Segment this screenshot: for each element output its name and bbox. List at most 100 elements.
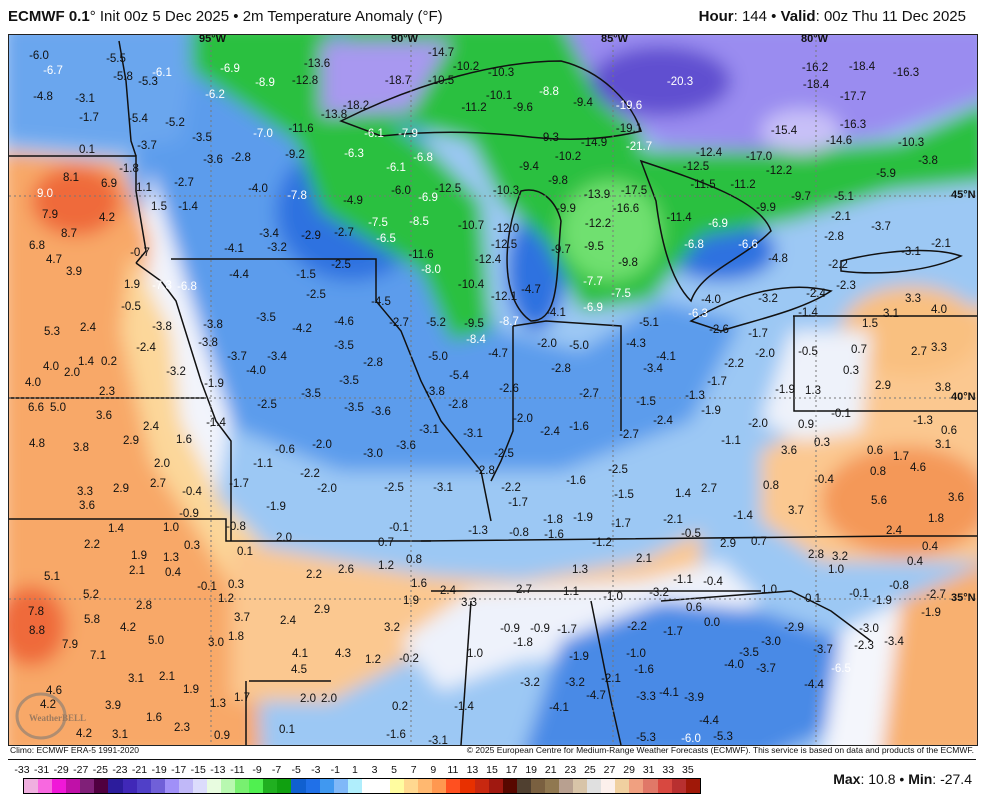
anomaly-value: -3.5 (344, 402, 364, 414)
colorbar-swatch (178, 779, 193, 793)
anomaly-value: 4.0 (43, 361, 59, 373)
graticule-label: 35°N (951, 592, 976, 604)
anomaly-value: -10.2 (555, 151, 581, 163)
anomaly-value: -1.8 (513, 637, 533, 649)
anomaly-value: -4.7 (488, 348, 508, 360)
anomaly-value: 1.8 (928, 513, 944, 525)
anomaly-value: -3.5 (739, 647, 759, 659)
colorbar-tick-label: 9 (430, 764, 437, 776)
anomaly-value: -6.0 (391, 185, 411, 197)
green-light (561, 181, 661, 281)
anomaly-value: 3.9 (66, 266, 82, 278)
anomaly-value: 3.1 (112, 729, 128, 741)
copyright-note: © 2025 European Centre for Medium-Range … (466, 745, 974, 755)
anomaly-value: -2.9 (301, 230, 321, 242)
anomaly-value: -6.8 (684, 239, 704, 251)
anomaly-value: -6.8 (413, 152, 433, 164)
anomaly-value: -13.9 (584, 189, 610, 201)
anomaly-value: -4.2 (292, 323, 312, 335)
anomaly-value: -12.5 (491, 239, 517, 251)
anomaly-value: -4.0 (701, 294, 721, 306)
colorbar-swatch (615, 779, 630, 793)
valid-label: Valid (780, 8, 816, 25)
anomaly-value: -5.8 (113, 71, 133, 83)
anomaly-value: -3.2 (520, 677, 540, 689)
anomaly-value: 3.6 (948, 492, 964, 504)
colorbar-tick-label: -27 (73, 764, 89, 776)
colorbar-swatch (80, 779, 95, 793)
anomaly-value: -4.8 (768, 253, 788, 265)
anomaly-value: -1.5 (636, 396, 656, 408)
anomaly-value: -1.6 (569, 421, 589, 433)
anomaly-value: -10.3 (493, 185, 519, 197)
anomaly-value: -9.8 (548, 175, 568, 187)
colorbar-tick-label: -19 (151, 764, 167, 776)
colorbar-swatch (291, 779, 306, 793)
anomaly-value: -3.8 (918, 155, 938, 167)
colorbar-swatch (319, 779, 334, 793)
anomaly-value: -2.8 (363, 357, 383, 369)
anomaly-value: -3.1 (433, 482, 453, 494)
anomaly-value: -2.3 (854, 640, 874, 652)
init-and-variable: ° Init 00z 5 Dec 2025 • 2m Temperature A… (89, 8, 443, 25)
anomaly-value: 0.1 (805, 593, 821, 605)
anomaly-value: 0.0 (704, 617, 720, 629)
anomaly-value: 1.4 (675, 488, 692, 500)
anomaly-value: -0.4 (703, 576, 723, 588)
anomaly-value: -2.7 (174, 177, 194, 189)
anomaly-value: -14.9 (581, 137, 607, 149)
anomaly-value: 2.8 (136, 600, 152, 612)
anomaly-value: -2.7 (619, 429, 639, 441)
colorbar-tick-label: -11 (230, 764, 245, 776)
lake-michigan-outline (506, 189, 562, 322)
anomaly-value: -3.5 (192, 132, 212, 144)
anomaly-value: 4.0 (25, 377, 41, 389)
warm-west (9, 151, 261, 745)
colorbar-swatch (643, 779, 658, 793)
anomaly-value: 1.1 (136, 182, 152, 194)
anomaly-value: -2.4 (136, 342, 156, 354)
anomaly-value: -3.1 (428, 735, 448, 745)
anomaly-value: -2.0 (748, 418, 768, 430)
anomaly-value: 0.3 (228, 579, 244, 591)
colorbar-tick-label: -15 (190, 764, 206, 776)
anomaly-value: 0.9 (798, 419, 814, 431)
warm-pa (841, 286, 977, 376)
anomaly-value: -3.8 (203, 319, 223, 331)
anomaly-value: -3.0 (859, 623, 879, 635)
anomaly-value: -3.4 (643, 363, 663, 375)
anomaly-value: -5.5 (106, 53, 126, 65)
anomaly-value: -1.7 (79, 112, 99, 124)
anomaly-value: 2.7 (701, 483, 717, 495)
colorbar-swatch (587, 779, 602, 793)
border-line (460, 600, 472, 745)
anomaly-value: -15.4 (771, 125, 798, 137)
anomaly-value: -9.5 (464, 318, 484, 330)
anomaly-value: -19.6 (616, 100, 642, 112)
anomaly-value: -2.7 (579, 388, 599, 400)
anomaly-value: -18.4 (849, 61, 876, 73)
colorbar-tick-label: 3 (371, 764, 378, 776)
anomaly-value: 0.1 (279, 724, 295, 736)
anomaly-value-labels: -6.0-6.7-5.5-5.8 -5.3-6.1-4.8 -3.1-1.7 -5.4… (25, 47, 964, 745)
anomaly-value: -4.1 (656, 351, 676, 363)
anomaly-value: -2.1 (831, 211, 851, 223)
anomaly-value: 3.9 (105, 700, 121, 712)
colorbar-tick-label: -1 (330, 764, 341, 776)
anomaly-value: -1.8 (543, 514, 563, 526)
hour-value: : 144 • (733, 8, 781, 25)
anomaly-value: 0.4 (165, 567, 182, 579)
anomaly-value: -0.8 (226, 521, 246, 533)
anomaly-value: 2.3 (174, 722, 190, 734)
anomaly-value: -1.3 (468, 525, 488, 537)
anomaly-value: 3.1 (883, 308, 899, 320)
anomaly-value: -4.1 (546, 307, 566, 319)
min-label: Min (908, 771, 933, 787)
anomaly-value: -9.4 (519, 161, 539, 173)
anomaly-value: 3.7 (788, 505, 804, 517)
anomaly-value: -1.6 (566, 475, 586, 487)
anomaly-value: -1.0 (603, 591, 623, 603)
anomaly-value: 5.2 (83, 589, 99, 601)
anomaly-value: -17.5 (621, 185, 647, 197)
anomaly-value: -2.2 (828, 259, 848, 271)
